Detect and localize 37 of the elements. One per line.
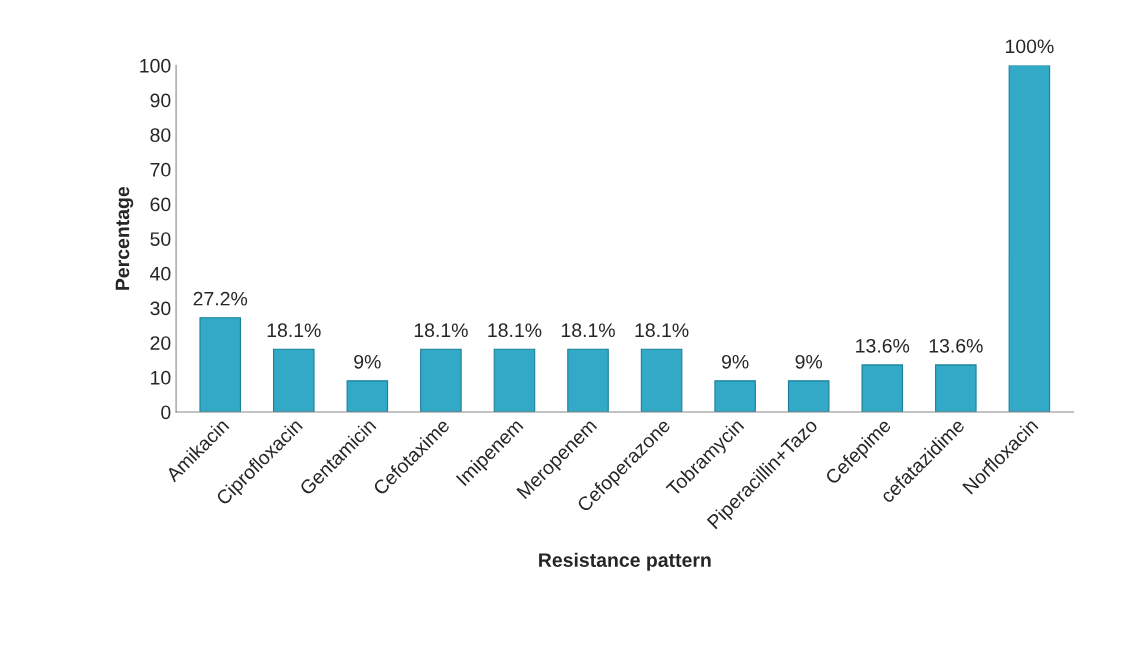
data-label: 27.2% — [193, 291, 248, 306]
data-label: 13.6% — [856, 338, 910, 353]
data-label: 18.1% — [267, 323, 321, 338]
y-tick-label: 40 — [150, 266, 171, 281]
y-axis-title: Percentage — [115, 186, 134, 290]
data-label: 13.6% — [929, 338, 983, 353]
data-label: 18.1% — [561, 323, 615, 338]
x-axis-title: Resistance pattern — [539, 552, 711, 571]
bar — [493, 348, 536, 413]
y-tick-label: 10 — [151, 370, 171, 385]
y-tick-label: 50 — [150, 232, 171, 246]
bar — [714, 380, 756, 413]
y-tick-label: 60 — [150, 197, 171, 212]
bar — [787, 380, 830, 413]
bar — [272, 348, 315, 413]
y-tick-label: 70 — [150, 162, 171, 177]
bar — [199, 317, 242, 413]
bar — [420, 348, 462, 413]
bar — [1008, 65, 1051, 413]
data-label: 9% — [722, 354, 749, 369]
data-label: 100% — [1006, 39, 1054, 54]
bar — [346, 380, 389, 413]
data-label: 9% — [354, 354, 381, 369]
y-tick-label: 80 — [150, 128, 171, 142]
y-tick-label: 90 — [150, 93, 171, 108]
bar — [567, 348, 609, 413]
y-tick-label: 100 — [140, 58, 171, 73]
y-tick-label: 0 — [161, 405, 171, 420]
data-label: 18.1% — [414, 323, 468, 338]
y-tick-label: 30 — [150, 301, 171, 316]
bar — [640, 348, 683, 413]
bar — [935, 364, 977, 413]
data-label: 9% — [795, 354, 823, 369]
bar — [861, 364, 904, 413]
data-label: 18.1% — [488, 323, 542, 338]
data-label: 18.1% — [635, 323, 689, 338]
y-tick-label: 20 — [150, 336, 171, 350]
